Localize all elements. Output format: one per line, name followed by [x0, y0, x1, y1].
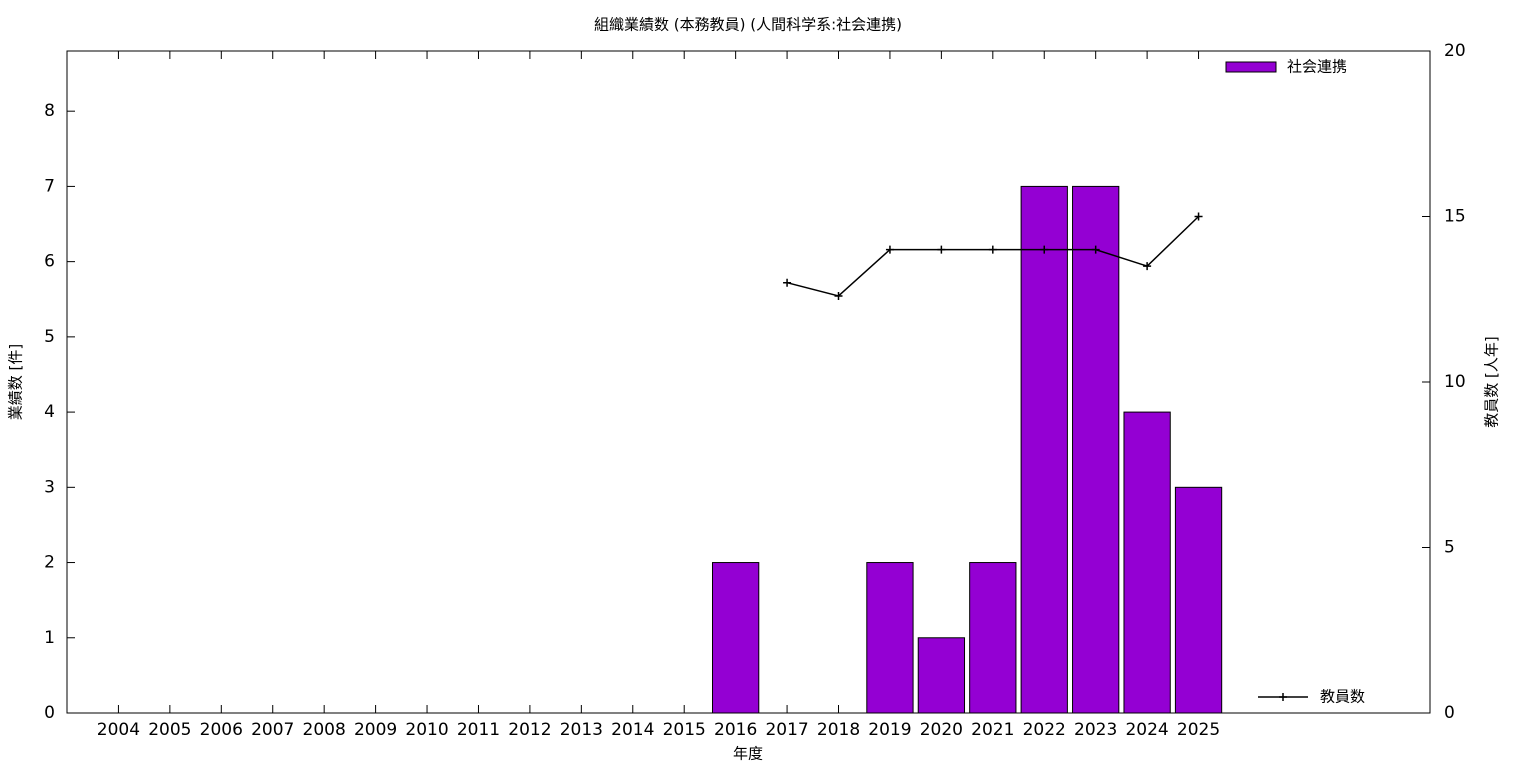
bar	[1174, 486, 1223, 714]
y-tick-label: 7	[44, 176, 55, 196]
point	[783, 278, 792, 287]
x-tick-label: 2016	[714, 720, 757, 740]
y-tick-label: 5	[44, 327, 55, 347]
bar	[1123, 411, 1171, 714]
x-tick-label: 2008	[303, 720, 346, 740]
y2-tick-label: 0	[1444, 703, 1455, 723]
legend-swatch	[1225, 61, 1277, 73]
chart-title: 組織業績数 (本務教員) (人間科学系:社会連携)	[594, 16, 902, 34]
point	[885, 245, 894, 254]
x-tick-label: 2015	[663, 720, 706, 740]
y-tick-label: 1	[44, 628, 55, 648]
x-tick-label: 2010	[405, 720, 448, 740]
x-tick-label: 2009	[354, 720, 397, 740]
y-tick-label: 2	[44, 553, 55, 573]
y2-tick-label: 5	[1444, 538, 1455, 558]
bar	[711, 562, 760, 714]
x-tick-label: 2014	[611, 720, 654, 740]
x-tick-label: 2013	[560, 720, 603, 740]
legend-swatch	[1279, 693, 1287, 701]
y-tick-label: 8	[44, 101, 55, 121]
bar	[969, 562, 1017, 714]
y2-tick-label: 20	[1444, 41, 1466, 61]
legend-label: 教員数	[1320, 688, 1365, 706]
x-tick-label: 2012	[508, 720, 551, 740]
legend-label: 社会連携	[1287, 58, 1347, 76]
point	[1194, 212, 1203, 221]
x-tick-label: 2020	[920, 720, 963, 740]
bar	[917, 637, 966, 714]
x-tick-label: 2018	[817, 720, 860, 740]
x-tick-label: 2024	[1125, 720, 1168, 740]
x-tick-label: 2019	[868, 720, 911, 740]
point	[988, 245, 997, 254]
y-tick-label: 4	[44, 402, 55, 422]
point	[1143, 262, 1152, 271]
point	[937, 245, 946, 254]
x-tick-label: 2025	[1177, 720, 1220, 740]
x-tick-label: 2022	[1023, 720, 1066, 740]
point	[1040, 245, 1049, 254]
y-tick-label: 6	[44, 252, 55, 272]
x-tick-label: 2017	[765, 720, 808, 740]
bar	[1072, 185, 1120, 714]
x-tick-label: 2006	[200, 720, 243, 740]
bar	[1020, 185, 1068, 714]
y2-tick-label: 10	[1444, 372, 1466, 392]
x-tick-label: 2007	[251, 720, 294, 740]
bar	[866, 562, 914, 714]
x-tick-label: 2023	[1074, 720, 1117, 740]
point	[834, 291, 843, 300]
x-tick-label: 2005	[148, 720, 191, 740]
y-tick-label: 0	[44, 703, 55, 723]
line	[786, 215, 1200, 297]
x-tick-label: 2021	[971, 720, 1014, 740]
y-tick-label: 3	[44, 477, 55, 497]
y2-tick-label: 15	[1444, 207, 1466, 227]
x-tick-label: 2011	[457, 720, 500, 740]
point	[1091, 245, 1100, 254]
y2-axis-label: 教員数 [人年]	[1483, 336, 1501, 427]
y-axis-label: 業績数 [件]	[7, 344, 25, 420]
x-axis-label: 年度	[733, 745, 763, 763]
x-tick-label: 2004	[97, 720, 140, 740]
